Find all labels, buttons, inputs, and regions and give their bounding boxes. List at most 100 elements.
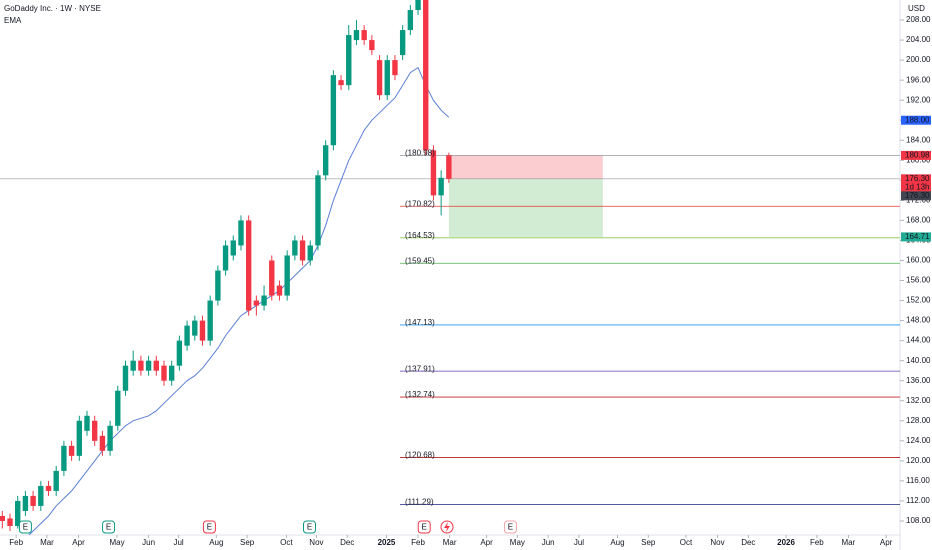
price-label: 176.30: [905, 174, 930, 183]
y-tick-label: 112.00: [906, 496, 930, 505]
earnings-label: E: [422, 523, 427, 532]
x-tick-label: Sep: [641, 538, 656, 547]
x-tick-label: Feb: [411, 538, 425, 547]
candle-body: [207, 300, 213, 341]
level-label: (180.98): [405, 148, 435, 157]
candle-body: [346, 35, 352, 86]
candle-body: [7, 518, 13, 526]
candle-body: [230, 240, 236, 256]
x-tick-label: Nov: [309, 538, 323, 547]
y-tick-label: 116.00: [906, 476, 930, 485]
candle-body: [338, 80, 344, 86]
x-tick-label: 2026: [777, 538, 795, 547]
candle-body: [153, 360, 159, 371]
candle-body: [322, 145, 329, 176]
candle-body: [38, 485, 44, 506]
candle-body: [30, 495, 36, 506]
candle-body: [130, 360, 136, 371]
price-label-box: [901, 150, 931, 160]
candle-body: [222, 245, 229, 271]
candle-body: [92, 420, 98, 441]
candle-body: [0, 515, 6, 521]
y-tick-label: 128.00: [906, 416, 931, 425]
candle-body: [307, 245, 313, 261]
candle-body: [330, 75, 337, 146]
candle-body: [115, 390, 121, 426]
price-label: 180.98: [905, 150, 930, 159]
replay-icon[interactable]: [440, 520, 454, 534]
x-tick-label: Aug: [209, 538, 223, 547]
price-label-box: [901, 232, 931, 242]
x-tick-label: Nov: [710, 538, 724, 547]
y-tick-label: 196.00: [906, 75, 931, 84]
y-tick-label: 204.00: [906, 35, 931, 44]
candle-body: [215, 270, 221, 301]
x-tick-label: Mar: [443, 538, 457, 547]
candle-body: [446, 155, 452, 179]
earnings-label: E: [307, 523, 312, 532]
price-label-box: [901, 182, 931, 192]
candle-body: [145, 360, 152, 371]
candle-body: [438, 177, 444, 196]
stop-zone: [448, 155, 603, 179]
x-tick-label: Jun: [142, 538, 155, 547]
level-label: (170.82): [405, 199, 435, 208]
x-tick-label: 2025: [378, 538, 396, 547]
y-tick-label: 160.00: [906, 256, 931, 265]
candle-body: [84, 415, 90, 431]
candle-body: [45, 485, 52, 491]
level-label: (159.45): [405, 256, 435, 265]
earnings-badge: [18, 520, 32, 534]
candle-body: [423, 0, 429, 151]
candle-body: [253, 300, 260, 306]
candle-body: [407, 10, 414, 31]
candle-body: [122, 365, 129, 391]
y-tick-label: 140.00: [906, 356, 931, 365]
candle-body: [22, 495, 29, 511]
candle-body: [192, 320, 198, 336]
candle-body: [99, 435, 106, 451]
y-tick-label: 200.00: [906, 55, 931, 64]
level-label: (164.53): [405, 231, 435, 240]
y-tick-label: 184.00: [906, 135, 931, 144]
price-label: 1d 13h: [905, 182, 929, 191]
candle-body: [315, 175, 321, 246]
price-label: 188.00: [905, 115, 930, 124]
candle-body: [361, 30, 367, 41]
candle-body: [261, 295, 267, 306]
earnings-badge: [503, 520, 517, 534]
earnings-label: E: [207, 523, 212, 532]
y-tick-label: 120.00: [906, 456, 931, 465]
earnings-label: E: [106, 523, 111, 532]
x-tick-label: Mar: [40, 538, 54, 547]
candle-body: [269, 260, 275, 296]
y-tick-label: 180.00: [906, 155, 931, 164]
price-label-box: [901, 174, 931, 184]
plot-area: [0, 0, 900, 535]
price-label-box: [901, 191, 931, 201]
candle-body: [353, 30, 360, 41]
x-tick-label: Jul: [173, 538, 183, 547]
price-label-box: [901, 115, 931, 125]
x-tick-label: Mar: [842, 538, 856, 547]
candle-body: [292, 240, 298, 256]
candle-body: [61, 445, 67, 471]
candle-body: [376, 60, 383, 96]
y-tick-label: 168.00: [906, 216, 931, 225]
earnings-label: E: [508, 523, 513, 532]
y-tick-label: 156.00: [906, 276, 931, 285]
candle-body: [245, 220, 252, 311]
candle-body: [168, 365, 175, 381]
candle-body: [199, 320, 206, 341]
x-tick-label: Aug: [610, 538, 624, 547]
y-tick-label: 152.00: [906, 296, 931, 305]
x-tick-label: Jul: [574, 538, 584, 547]
candle-body: [369, 40, 375, 51]
candle-body: [53, 470, 59, 491]
price-label: 176.30: [905, 191, 930, 200]
y-tick-label: 192.00: [906, 95, 931, 104]
indicator-label: EMA: [4, 16, 22, 25]
earnings-badge: [102, 520, 116, 534]
y-tick-label: 108.00: [906, 516, 931, 525]
